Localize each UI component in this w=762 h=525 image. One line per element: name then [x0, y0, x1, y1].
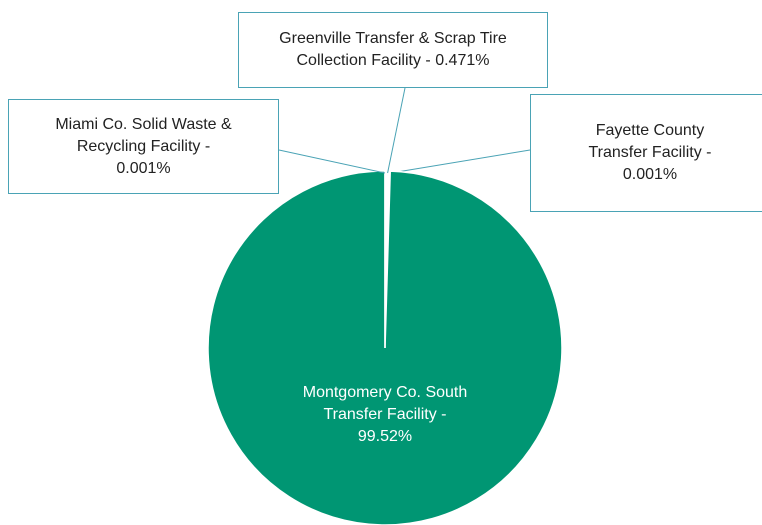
data-label: Greenville Transfer & Scrap Tire Collect…: [238, 12, 548, 88]
leader-line: [278, 149, 386, 174]
data-label: Fayette County Transfer Facility - 0.001…: [530, 94, 762, 212]
leader-line: [387, 87, 406, 174]
data-label: Montgomery Co. South Transfer Facility -…: [302, 384, 468, 445]
data-label: Miami Co. Solid Waste & Recycling Facili…: [8, 99, 279, 194]
leader-line: [390, 149, 531, 174]
